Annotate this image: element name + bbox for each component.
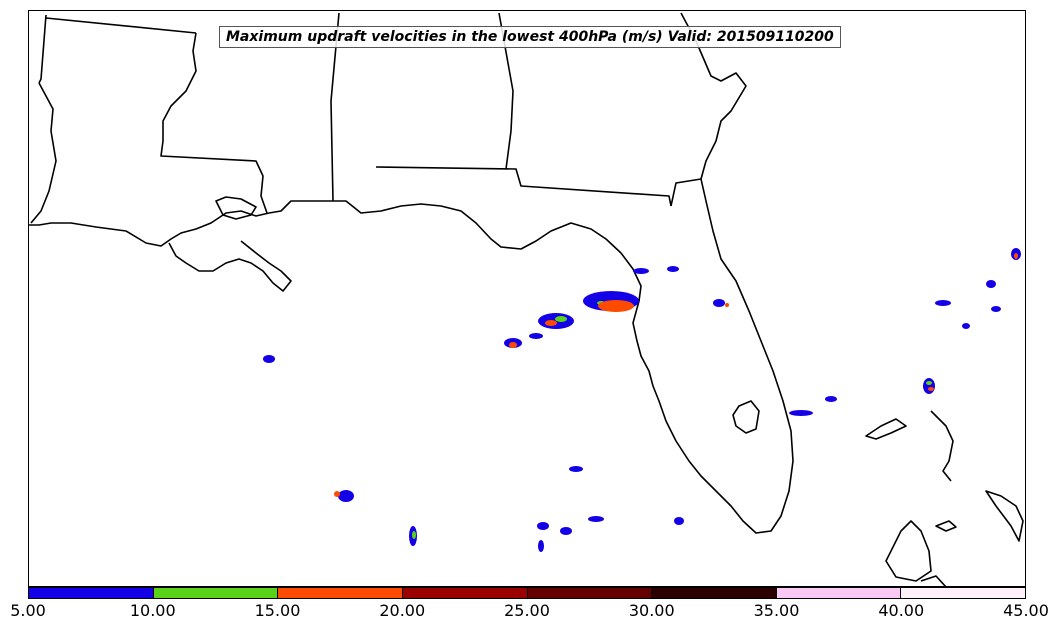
- lake-okeechobee: [732, 400, 760, 434]
- colorbar-segment: [402, 588, 528, 598]
- coastline-eleuthera: [930, 410, 954, 482]
- colorbar-tick-label: 20.00: [379, 601, 426, 620]
- colorbar-segment: [776, 588, 902, 598]
- colorbar-tick-label: 45.00: [1003, 601, 1049, 620]
- coastline-cuba: [885, 520, 932, 582]
- state-border-fl-ga: [670, 178, 702, 207]
- state-border-alabama-florida: [375, 166, 672, 207]
- colorbar-tick-label: 10.00: [129, 601, 176, 620]
- map-title: Maximum updraft velocities in the lowest…: [219, 26, 841, 48]
- colorbar-tick-label: 40.00: [878, 601, 925, 620]
- coastline-small-island: [935, 520, 957, 532]
- coastline-cuba-east: [920, 575, 947, 586]
- colorbar-tick-label: 5.00: [10, 601, 46, 620]
- colorbar-segment: [29, 588, 154, 598]
- colorbar-segment: [652, 588, 777, 598]
- colorbar-tick-label: 35.00: [753, 601, 800, 620]
- state-border-mississippi-alabama: [160, 32, 268, 214]
- colorbar-tick-labels: 5.00 10.00 15.00 20.00 25.00 30.00 35.00 40.00 4…: [0, 601, 1060, 625]
- coastline-andros: [865, 418, 907, 440]
- state-border-north: [45, 17, 197, 34]
- colorbar: [28, 587, 1026, 599]
- colorbar-segment: [153, 588, 279, 598]
- coastline-louisiana: [30, 82, 57, 224]
- map-panel: Maximum updraft velocities in the lowest…: [28, 10, 1026, 587]
- colorbar-tick-label: 25.00: [504, 601, 550, 620]
- map-canvas: [29, 12, 1024, 586]
- lake-pontchartrain: [215, 196, 257, 220]
- coastline-mississippi-delta: [168, 240, 292, 292]
- colorbar-segment: [901, 588, 1025, 598]
- updraft-cells: [263, 248, 1021, 552]
- colorbar-tick-label: 30.00: [628, 601, 675, 620]
- colorbar-tick-label: 15.00: [254, 601, 301, 620]
- state-border-georgia-florida-east: [498, 12, 514, 170]
- colorbar-segment: [278, 588, 403, 598]
- state-border-louisiana-mississippi: [38, 14, 47, 84]
- coastline-se-island: [985, 490, 1024, 542]
- colorbar-segment: [527, 588, 653, 598]
- coastline-atlantic: [29, 12, 794, 534]
